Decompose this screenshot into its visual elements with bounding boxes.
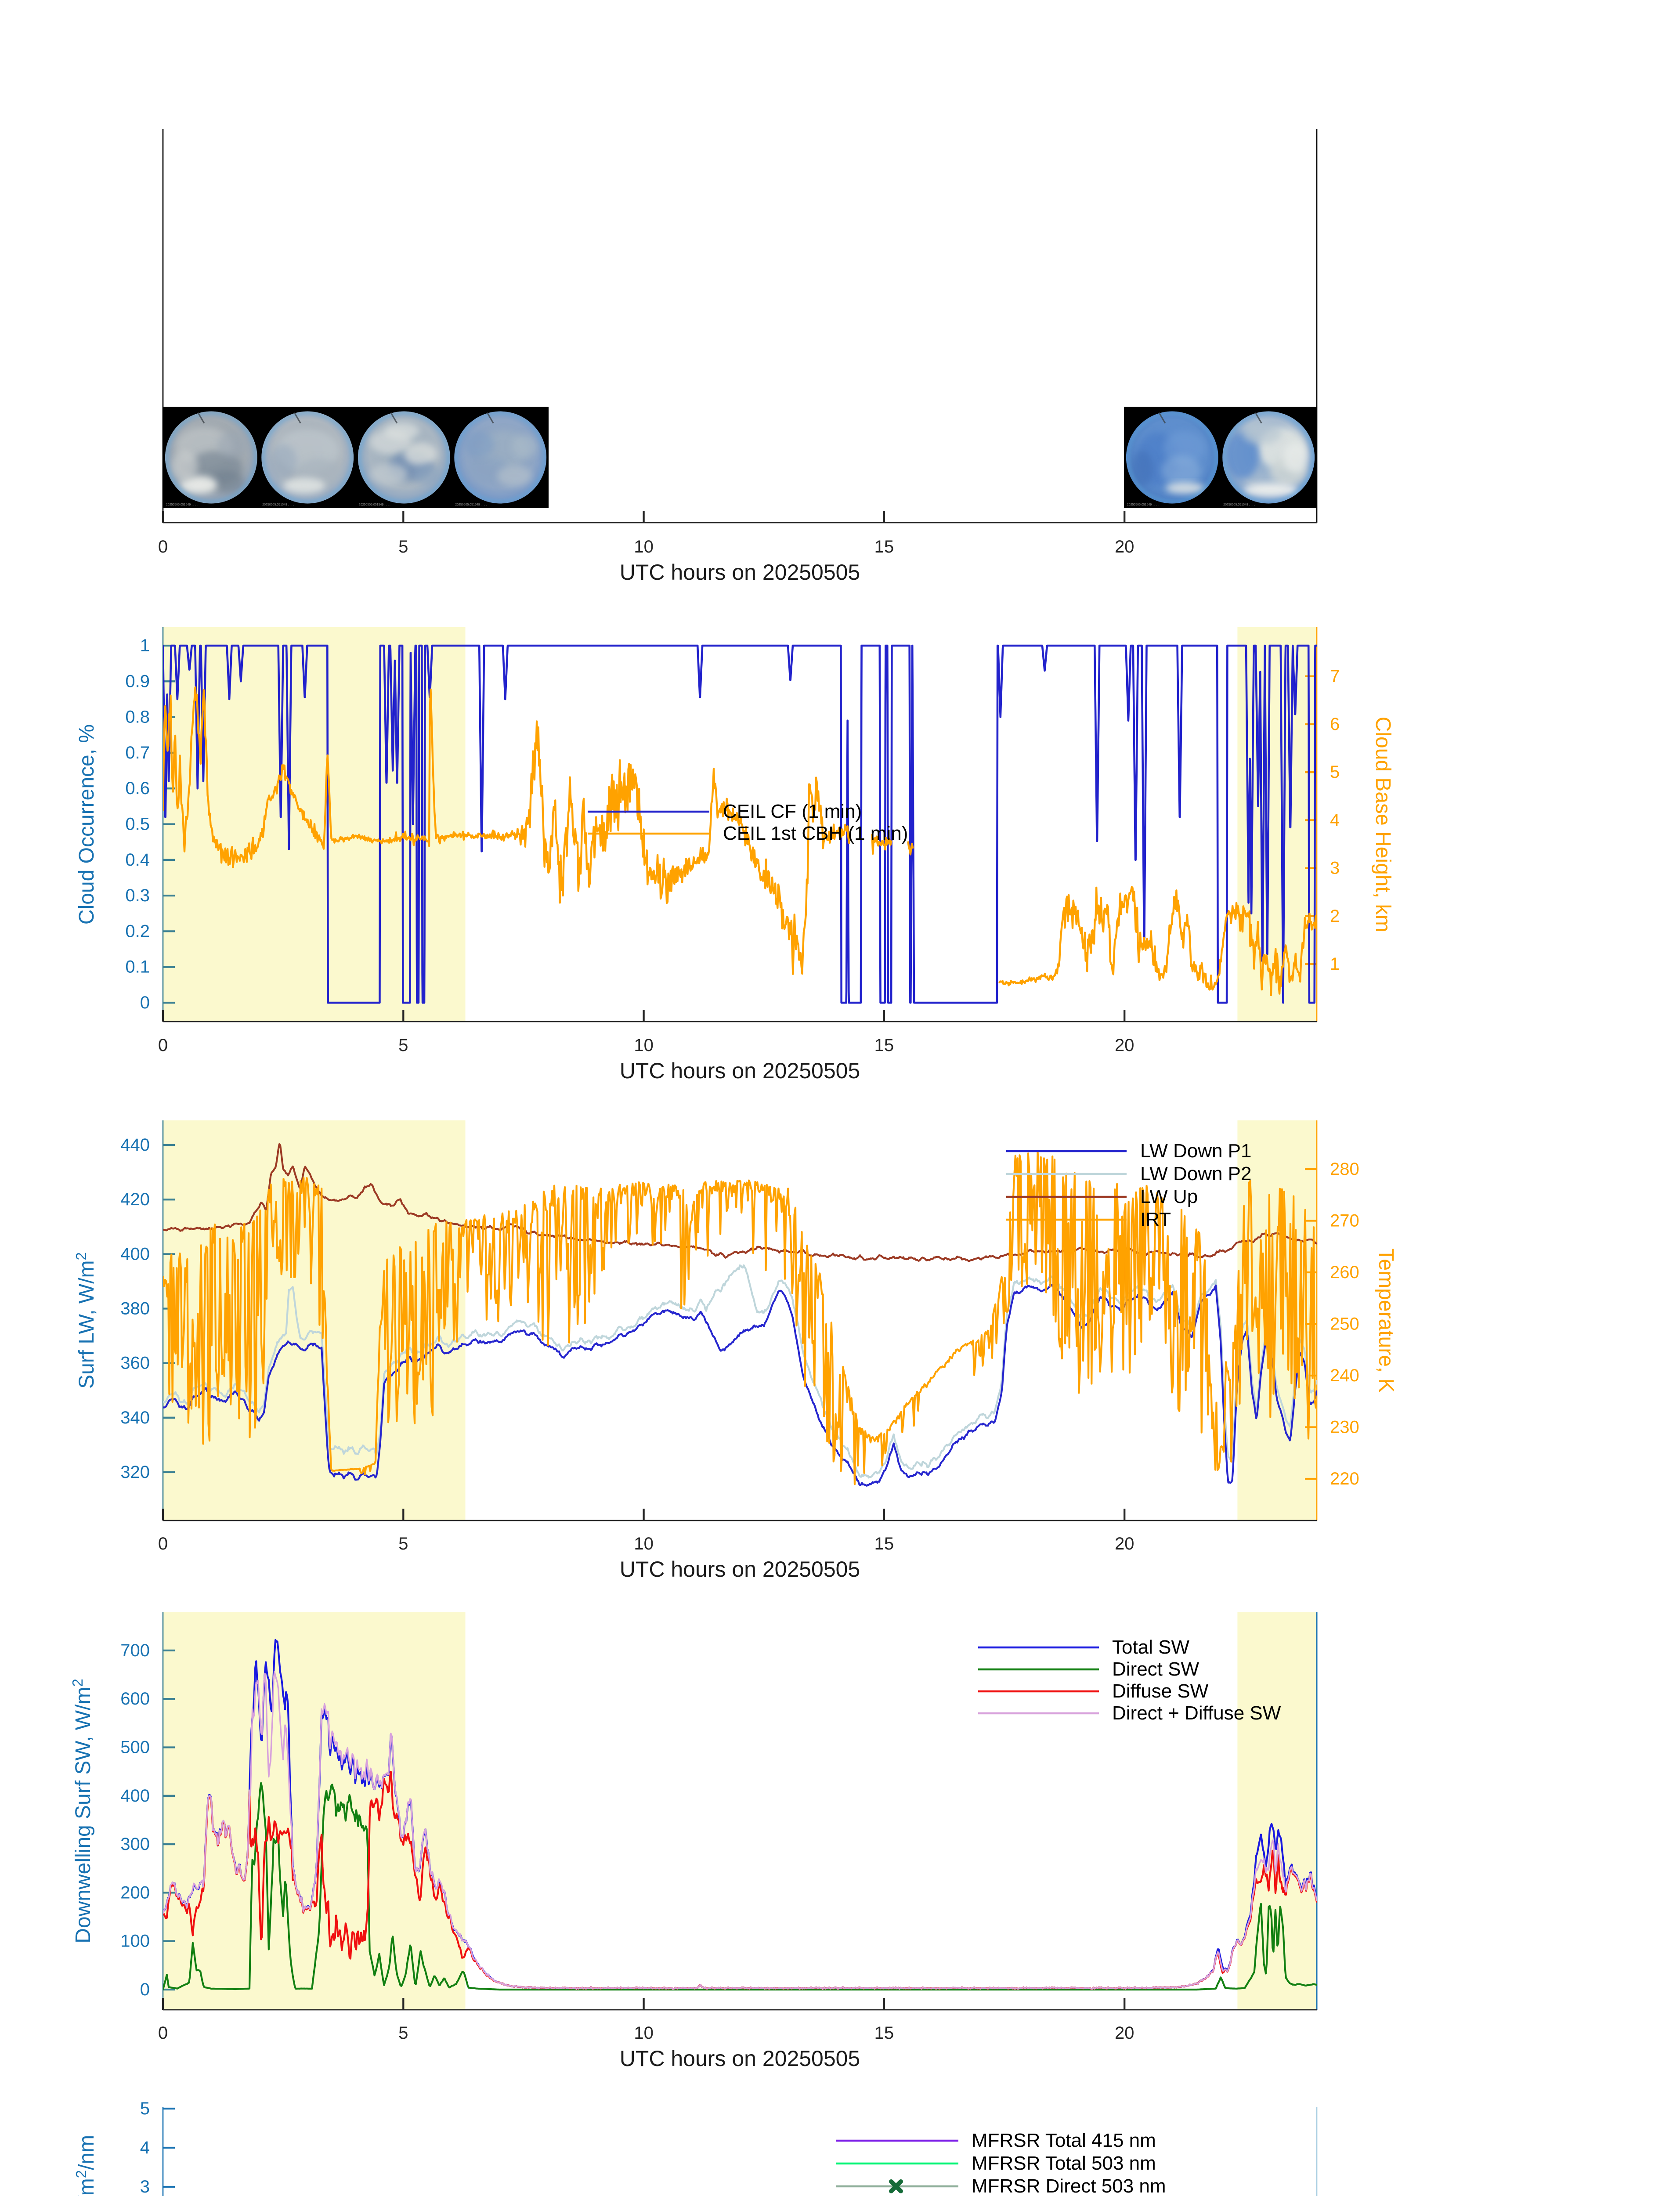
svg-text:Direct SW: Direct SW — [1112, 1658, 1199, 1680]
svg-text:440: 440 — [120, 1135, 150, 1155]
svg-text:0.4: 0.4 — [125, 850, 150, 870]
svg-text:20250505.051549 . . . .: 20250505.051549 . . . . — [166, 503, 198, 506]
svg-text:2: 2 — [1330, 907, 1340, 926]
svg-text:0.6: 0.6 — [125, 779, 150, 798]
svg-text:0: 0 — [158, 2023, 168, 2043]
svg-text:UTC hours on 20250505: UTC hours on 20250505 — [620, 560, 860, 585]
svg-text:400: 400 — [120, 1244, 150, 1264]
svg-text:0: 0 — [158, 1036, 168, 1055]
svg-text:LW Up: LW Up — [1140, 1186, 1198, 1207]
svg-text:20250505.051549 . . . .: 20250505.051549 . . . . — [1223, 503, 1255, 506]
svg-text:10: 10 — [634, 2023, 654, 2043]
svg-text:5: 5 — [398, 537, 408, 556]
svg-text:0.7: 0.7 — [125, 743, 150, 762]
svg-text:10: 10 — [634, 537, 654, 556]
svg-text:320: 320 — [120, 1463, 150, 1482]
svg-text:LW Down P2: LW Down P2 — [1140, 1163, 1252, 1185]
svg-text:3: 3 — [1330, 859, 1340, 878]
svg-text:Direct + Diffuse SW: Direct + Diffuse SW — [1112, 1702, 1281, 1724]
svg-text:Diffuse SW: Diffuse SW — [1112, 1680, 1209, 1702]
svg-text:MFRSR Total 415 nm: MFRSR Total 415 nm — [972, 2130, 1156, 2151]
svg-text:5: 5 — [398, 1036, 408, 1055]
svg-text:0.9: 0.9 — [125, 672, 150, 691]
svg-text:CEIL CF (1 min): CEIL CF (1 min) — [723, 801, 862, 822]
svg-text:Downwelling Narrowband, W/m2/n: Downwelling Narrowband, W/m2/nm — [73, 2135, 98, 2196]
svg-text:230: 230 — [1330, 1418, 1359, 1437]
svg-text:MFRSR Total 503 nm: MFRSR Total 503 nm — [972, 2153, 1156, 2174]
svg-text:240: 240 — [1330, 1366, 1359, 1385]
svg-text:250: 250 — [1330, 1315, 1359, 1334]
svg-text:1: 1 — [1330, 954, 1340, 974]
svg-text:20250505.051549 . . . .: 20250505.051549 . . . . — [262, 503, 294, 506]
svg-text:380: 380 — [120, 1299, 150, 1318]
svg-text:0.5: 0.5 — [125, 815, 150, 834]
svg-text:0.3: 0.3 — [125, 886, 150, 905]
svg-text:20: 20 — [1115, 537, 1134, 556]
svg-text:IRT: IRT — [1140, 1209, 1171, 1230]
svg-text:280: 280 — [1330, 1159, 1359, 1179]
svg-text:500: 500 — [120, 1738, 150, 1757]
svg-text:270: 270 — [1330, 1211, 1359, 1231]
svg-text:700: 700 — [120, 1641, 150, 1660]
svg-text:Downwelling Surf SW, W/m2: Downwelling Surf SW, W/m2 — [69, 1679, 95, 1943]
svg-text:3: 3 — [140, 2177, 150, 2196]
svg-text:4: 4 — [1330, 810, 1340, 830]
svg-text:20: 20 — [1115, 2023, 1134, 2043]
svg-text:UTC hours on 20250505: UTC hours on 20250505 — [620, 1557, 860, 1582]
svg-text:5: 5 — [1330, 762, 1340, 782]
svg-text:600: 600 — [120, 1689, 150, 1708]
svg-text:CEIL 1st CBH (1 min): CEIL 1st CBH (1 min) — [723, 823, 908, 844]
svg-text:260: 260 — [1330, 1263, 1359, 1282]
svg-text:20: 20 — [1115, 1036, 1134, 1055]
svg-text:5: 5 — [398, 1534, 408, 1553]
svg-text:15: 15 — [874, 1534, 894, 1553]
svg-text:5: 5 — [140, 2099, 150, 2118]
svg-text:4: 4 — [140, 2138, 150, 2157]
svg-text:420: 420 — [120, 1190, 150, 1209]
svg-text:Total SW: Total SW — [1112, 1636, 1190, 1658]
svg-text:Cloud Occurrence, %: Cloud Occurrence, % — [75, 724, 98, 925]
svg-text:0.8: 0.8 — [125, 708, 150, 727]
svg-text:UTC hours on 20250505: UTC hours on 20250505 — [620, 1058, 860, 1083]
svg-text:1: 1 — [140, 636, 150, 655]
svg-text:0.1: 0.1 — [125, 957, 150, 977]
svg-text:15: 15 — [874, 2023, 894, 2043]
svg-text:15: 15 — [874, 537, 894, 556]
svg-text:15: 15 — [874, 1036, 894, 1055]
svg-text:5: 5 — [398, 2023, 408, 2043]
svg-text:0.2: 0.2 — [125, 921, 150, 941]
svg-text:20250505.051549 . . . .: 20250505.051549 . . . . — [359, 503, 390, 506]
svg-text:0: 0 — [140, 1980, 150, 1999]
svg-text:10: 10 — [634, 1036, 654, 1055]
svg-text:10: 10 — [634, 1534, 654, 1553]
svg-text:220: 220 — [1330, 1469, 1359, 1488]
svg-text:UTC hours on 20250505: UTC hours on 20250505 — [620, 2046, 860, 2071]
svg-text:20250505.051549 . . . .: 20250505.051549 . . . . — [1127, 503, 1159, 506]
svg-text:300: 300 — [120, 1835, 150, 1854]
svg-text:100: 100 — [120, 1932, 150, 1951]
svg-text:7: 7 — [1330, 667, 1340, 686]
svg-text:Temperature, K: Temperature, K — [1374, 1248, 1398, 1392]
svg-text:200: 200 — [120, 1883, 150, 1902]
svg-text:0: 0 — [158, 537, 168, 556]
svg-text:Surf LW, W/m2: Surf LW, W/m2 — [73, 1252, 98, 1389]
svg-text:20250505.051549 . . . .: 20250505.051549 . . . . — [455, 503, 487, 506]
svg-text:20: 20 — [1115, 1534, 1134, 1553]
svg-text:LW Down P1: LW Down P1 — [1140, 1140, 1252, 1162]
svg-text:Cloud Base Height, km: Cloud Base Height, km — [1371, 717, 1395, 932]
svg-text:0: 0 — [140, 993, 150, 1012]
svg-text:MFRSR Direct 503 nm: MFRSR Direct 503 nm — [972, 2175, 1166, 2196]
svg-text:340: 340 — [120, 1408, 150, 1427]
svg-text:0: 0 — [158, 1534, 168, 1553]
svg-text:6: 6 — [1330, 715, 1340, 734]
svg-text:360: 360 — [120, 1354, 150, 1373]
svg-text:400: 400 — [120, 1786, 150, 1806]
